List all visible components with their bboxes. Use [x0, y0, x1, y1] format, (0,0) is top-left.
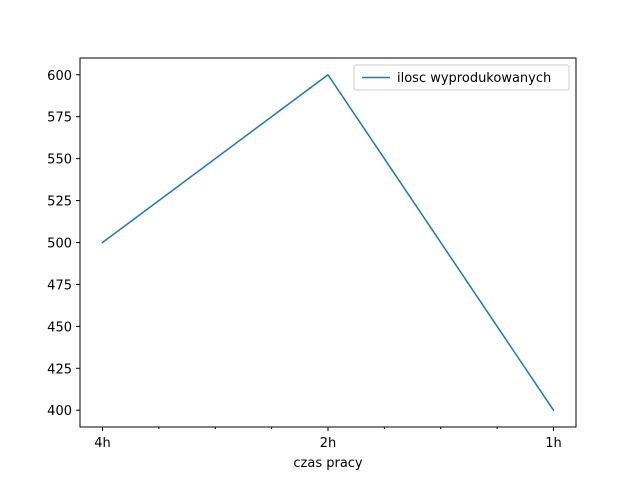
y-tick-label: 500: [47, 237, 72, 252]
y-tick-label: 550: [47, 153, 72, 168]
x-axis-label: czas pracy: [293, 456, 363, 471]
series-line: [101, 74, 555, 412]
x-tick-label: 4h: [94, 436, 111, 451]
x-tick-label: 1h: [545, 436, 562, 451]
y-tick-label: 400: [47, 404, 72, 419]
y-tick-label: 475: [47, 278, 72, 293]
x-axis-ticks: 4h 2h 1h: [94, 427, 562, 451]
legend-box: [353, 64, 570, 91]
x-tick-label: 2h: [320, 436, 337, 451]
y-tick-label: 450: [47, 320, 72, 335]
y-tick-label: 575: [47, 111, 72, 126]
y-tick-label: 600: [47, 69, 72, 84]
plot-area: [80, 58, 576, 427]
series-layer: [101, 74, 555, 412]
plot-frame: [79, 57, 577, 428]
y-axis-ticks: 400 425 450 475 500 525 550 575 600: [47, 69, 80, 419]
legend: ilosc wyprodukowanych: [353, 64, 570, 91]
y-tick-label: 425: [47, 362, 72, 377]
legend-label: ilosc wyprodukowanych: [397, 71, 551, 86]
y-tick-label: 525: [47, 195, 72, 210]
